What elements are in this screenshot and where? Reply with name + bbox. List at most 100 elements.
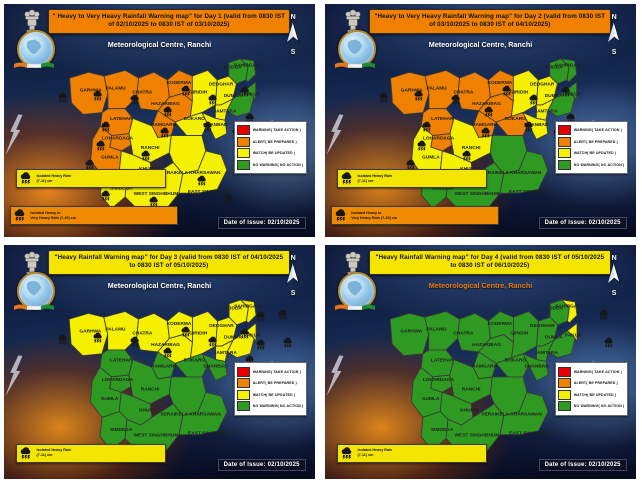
district-east-singhbhum[interactable]: [499, 392, 549, 436]
district-giridih[interactable]: [510, 70, 539, 118]
district-east-singhbhum[interactable]: [499, 150, 549, 194]
isolated-heavy-rain-label: Isolated Heavy Rain: [357, 173, 393, 178]
rain-cloud-icon: [13, 209, 27, 222]
legend-label: WATCH( BE UPDATED ): [573, 151, 617, 156]
warning-colour-legend: WARNING( TAKE ACTION ) ALERT( BE PREPARED…: [233, 120, 308, 175]
district-palamu[interactable]: [424, 70, 460, 110]
imd-logo-icon: [13, 28, 55, 72]
legend-label: NO WARNING( NO ACTION ): [573, 404, 625, 409]
date-of-issue: Date of Issue: 02/10/2025: [538, 458, 627, 471]
legend-item: WATCH( BE UPDATED ): [236, 148, 303, 159]
legend-swatch: [557, 401, 571, 412]
district-label: HAZARIBAG: [472, 343, 501, 349]
district-label: SIMDEGA: [110, 427, 133, 433]
district-label: PALAMU: [105, 86, 126, 92]
rain-cloud-icon: [140, 150, 152, 162]
district-sahibganj[interactable]: [560, 299, 578, 325]
district-label: PALAMU: [426, 327, 447, 333]
district-garhwa[interactable]: [68, 72, 109, 116]
district-label: EAST SINGHBHUM: [188, 189, 232, 195]
legend-swatch: [236, 401, 250, 412]
district-label: GUMLA: [422, 155, 440, 161]
district-giridih[interactable]: [510, 311, 539, 359]
district-palamu[interactable]: [103, 70, 139, 110]
legend-item: ALERT( BE PREPARED ): [236, 378, 303, 389]
district-label: KODERMA: [166, 321, 191, 327]
district-label: WEST SINGHBHUM: [454, 191, 499, 197]
rain-cloud-icon: [421, 121, 433, 133]
district-label: DEOGHAR: [530, 82, 555, 88]
district-dhanbad[interactable]: [200, 353, 228, 382]
rain-cloud-icon: [450, 94, 462, 106]
rain-cloud-icon: [461, 150, 473, 162]
legend-swatch: [557, 389, 571, 400]
legend-label: ALERT( BE PREPARED ): [252, 139, 297, 144]
district-east-singhbhum[interactable]: [178, 392, 228, 436]
legend-item: ALERT( BE PREPARED ): [236, 136, 303, 147]
district-garhwa[interactable]: [389, 313, 429, 357]
panel-title-banner: " Heavy to Very Heavy Rainfall Warning m…: [47, 9, 291, 34]
district-label: JAMTARA: [534, 350, 558, 356]
district-label: WEST SINGHBHUM: [133, 191, 178, 197]
district-label: PALAMU: [105, 327, 126, 333]
isolated-very-heavy-rain-legend: Isolated Heavy to Very Heavy Rain (7-20) …: [10, 206, 179, 226]
legend-swatch: [236, 148, 250, 159]
compass-south-label: S: [290, 49, 296, 57]
district-pakur[interactable]: [245, 81, 256, 102]
date-of-issue: Date of Issue: 02/10/2025: [217, 216, 306, 229]
district-garhwa[interactable]: [389, 72, 430, 116]
district-palamu[interactable]: [424, 311, 460, 351]
compass-north-label: N: [611, 255, 617, 263]
legend-label: WATCH( BE UPDATED ): [573, 392, 617, 397]
district-label: GIRIDIH: [189, 90, 208, 96]
rain-cloud-icon: [340, 172, 354, 185]
district-dhanbad[interactable]: [521, 353, 549, 382]
district-label: KODERMA: [487, 80, 512, 86]
rain-cloud-icon: [196, 175, 208, 186]
district-label: GUMLA: [422, 397, 440, 403]
rain-cloud-icon: [148, 196, 160, 208]
india-flag-icon: [334, 59, 375, 70]
district-pakur[interactable]: [566, 322, 578, 343]
district-label: SAHIBGANJ: [234, 304, 263, 310]
district-label: SIMDEGA: [431, 427, 454, 433]
district-pakur[interactable]: [245, 322, 257, 343]
rain-cloud-icon: [207, 336, 219, 347]
district-label: DEOGHAR: [530, 323, 555, 329]
rain-cloud-icon: [603, 338, 615, 349]
district-label: JAMTARA: [534, 109, 558, 115]
district-giridih[interactable]: [189, 70, 218, 118]
district-label: PAKUR: [565, 333, 582, 339]
district-giridih[interactable]: [189, 311, 218, 359]
legend-label: WATCH( BE UPDATED ): [252, 392, 296, 397]
rain-cloud-icon: [57, 92, 69, 104]
district-sahibganj[interactable]: [239, 299, 257, 325]
district-label: GODDA: [545, 65, 563, 71]
district-sahibganj[interactable]: [559, 58, 577, 83]
legend-label: NO WARNING( NO ACTION ): [252, 162, 304, 167]
district-label: DUMKA: [224, 93, 242, 99]
district-label: GUMLA: [101, 397, 119, 403]
district-sahibganj[interactable]: [238, 58, 256, 83]
district-garhwa[interactable]: [68, 313, 108, 357]
rain-cloud-icon: [162, 347, 174, 359]
district-dhanbad[interactable]: [200, 111, 228, 141]
map-canvas: " Heavy to Very Heavy Rainfall Warning m…: [4, 4, 315, 237]
compass-south-label: S: [611, 49, 617, 57]
legend-swatch: [557, 148, 571, 159]
compass-north-label: N: [290, 255, 296, 263]
district-dhanbad[interactable]: [521, 111, 549, 141]
district-label: RANCHI: [462, 145, 481, 151]
district-east-singhbhum[interactable]: [178, 150, 228, 194]
district-label: GODDA: [224, 65, 242, 71]
district-label: LATEHAR: [110, 358, 133, 364]
isolated-very-heavy-rain-label: Isolated Heavy to: [351, 210, 382, 215]
warning-colour-legend: WARNING( TAKE ACTION ) ALERT( BE PREPARED…: [554, 120, 629, 175]
legend-swatch: [236, 378, 250, 389]
legend-item: WARNING( TAKE ACTION ): [236, 125, 303, 136]
isolated-heavy-rain-legend: Isolated Heavy Rain (7-11) cm: [337, 443, 487, 463]
isolated-heavy-rain-range: (7-11) cm: [36, 453, 53, 458]
district-palamu[interactable]: [103, 311, 139, 351]
rain-cloud-icon: [19, 172, 33, 185]
district-pakur[interactable]: [566, 81, 577, 102]
